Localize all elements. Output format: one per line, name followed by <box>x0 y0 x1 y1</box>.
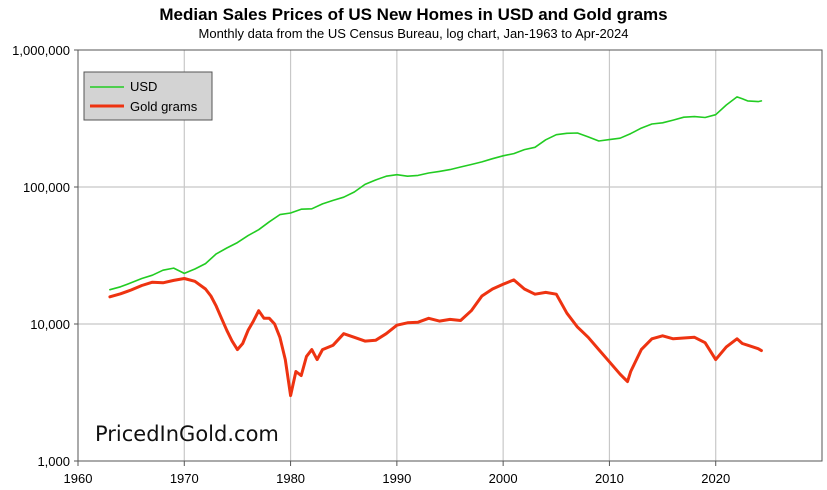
x-tick-label: 1960 <box>64 471 93 486</box>
chart-subtitle: Monthly data from the US Census Bureau, … <box>198 26 629 41</box>
plot-frame <box>77 49 823 462</box>
legend-label-gold: Gold grams <box>130 99 198 114</box>
legend-box <box>83 71 213 121</box>
y-tick-label: 100,000 <box>23 180 70 195</box>
x-tick-label: 1980 <box>276 471 305 486</box>
axis-ticks: 1960 1970 1980 1990 2000 2010 2020 1,000 10,000 1… <box>12 43 730 486</box>
y-tick-label: 1,000,000 <box>12 43 70 58</box>
watermark-text: PricedInGold.com <box>95 422 279 446</box>
series-layer <box>108 96 763 398</box>
x-tick-label: 2000 <box>489 471 518 486</box>
chart-title: Median Sales Prices of US New Homes in U… <box>159 5 668 24</box>
x-tick-label: 2010 <box>595 471 624 486</box>
y-tick-label: 10,000 <box>30 317 70 332</box>
legend-label-usd: USD <box>130 79 157 94</box>
y-tick-label: 1,000 <box>37 454 70 469</box>
series-line-usd <box>109 96 763 291</box>
series-line-gold-grams <box>108 277 763 398</box>
x-tick-label: 1990 <box>382 471 411 486</box>
legend: USD Gold grams <box>83 71 213 121</box>
x-tick-label: 1970 <box>170 471 199 486</box>
x-tick-label: 2020 <box>701 471 730 486</box>
